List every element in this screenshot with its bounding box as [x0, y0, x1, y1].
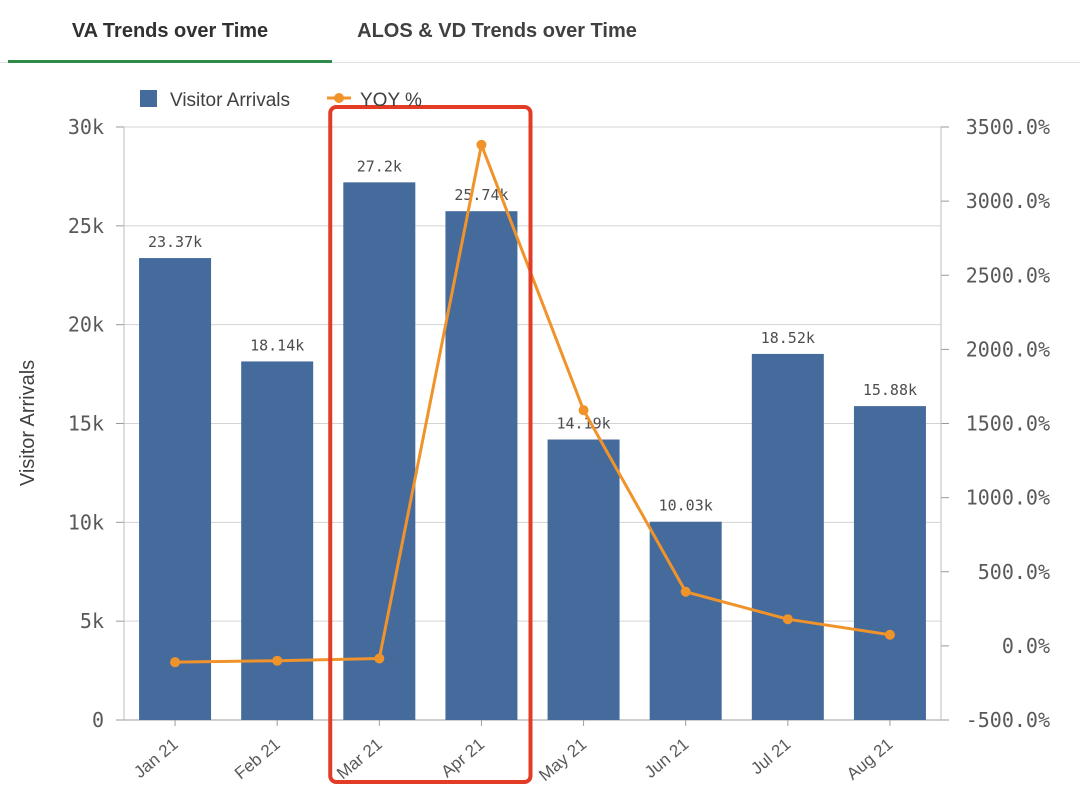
left-axis-tick-label: 25k	[68, 214, 104, 238]
tab-va-trends[interactable]: VA Trends over Time	[71, 19, 269, 42]
bar-data-label: 14.19k	[556, 415, 610, 433]
bar-data-label: 15.88k	[863, 381, 917, 399]
legend-label-visitor-arrivals: Visitor Arrivals	[170, 90, 290, 111]
yoy-point	[272, 655, 283, 666]
right-axis-tick-label: 2500.0%	[966, 263, 1050, 287]
right-axis-tick-label: 1500.0%	[966, 412, 1050, 436]
left-axis-tick-label: 30k	[68, 115, 104, 139]
category-label: Jul 21	[747, 735, 794, 779]
right-axis-tick-label: 1000.0%	[966, 486, 1050, 510]
right-axis-tick-label: 2000.0%	[966, 337, 1050, 361]
bar	[649, 521, 722, 720]
category-label: Apr 21	[437, 735, 488, 782]
yoy-point	[170, 657, 181, 668]
bar	[139, 258, 212, 720]
category-label: May 21	[535, 735, 590, 785]
bar-data-label: 10.03k	[659, 497, 713, 515]
right-axis-tick-label: -500.0%	[966, 708, 1050, 732]
tab-bar: VA Trends over Time ALOS & VD Trends ove…	[0, 0, 1080, 63]
highlight-box	[328, 105, 533, 784]
yoy-point	[374, 653, 385, 664]
category-label: Jun 21	[641, 735, 692, 782]
yoy-point	[476, 139, 487, 150]
bar	[241, 361, 314, 720]
right-axis-tick-label: 500.0%	[978, 560, 1050, 584]
left-axis-tick-label: 5k	[80, 609, 104, 633]
legend-label-yoy: YOY %	[360, 90, 422, 111]
bar-data-label: 23.37k	[148, 233, 202, 251]
bar	[853, 406, 926, 720]
category-label: Mar 21	[333, 735, 386, 784]
right-axis-tick-label: 0.0%	[1002, 634, 1050, 658]
tab-alos-vd-trends[interactable]: ALOS & VD Trends over Time	[357, 19, 637, 42]
left-axis-tick-label: 10k	[68, 510, 104, 534]
category-label: Aug 21	[843, 735, 896, 784]
yoy-point	[680, 586, 691, 597]
category-label: Jan 21	[130, 735, 181, 782]
bar	[445, 211, 518, 720]
bar-data-label: 27.2k	[357, 157, 402, 175]
category-label: Feb 21	[231, 735, 284, 784]
bar-data-label: 18.14k	[250, 336, 304, 354]
bar	[547, 439, 620, 720]
yoy-point	[782, 614, 793, 625]
right-axis-tick-label: 3500.0%	[966, 115, 1050, 139]
legend-swatch-visitor-arrivals	[140, 90, 157, 107]
y-axis-title: Visitor Arrivals	[17, 360, 39, 486]
yoy-point	[884, 629, 895, 640]
left-axis-tick-label: 20k	[68, 313, 104, 337]
bar	[343, 182, 416, 720]
bar	[751, 353, 824, 720]
right-axis-tick-label: 3000.0%	[966, 189, 1050, 213]
legend-swatch-yoy-point	[334, 93, 344, 103]
left-axis-tick-label: 15k	[68, 412, 104, 436]
bar-data-label: 18.52k	[761, 329, 815, 347]
bar-data-label: 25.74k	[454, 186, 508, 204]
active-tab-indicator	[8, 60, 332, 63]
yoy-point	[578, 405, 589, 416]
left-axis-tick-label: 0	[92, 708, 104, 732]
